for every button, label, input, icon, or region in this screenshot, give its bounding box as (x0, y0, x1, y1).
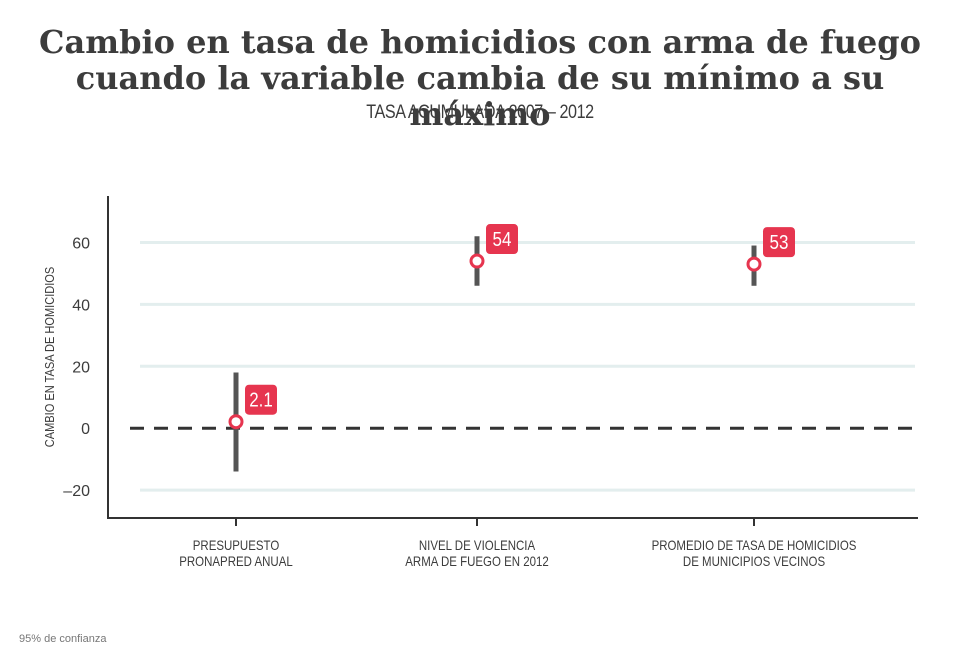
y-axis-ticks: 60 40 20 0 –20 (63, 235, 90, 500)
data-point-marker (228, 414, 244, 430)
data-point-group: 2.1 (228, 372, 277, 472)
x-category-label: DE MUNICIPIOS VECINOS (683, 553, 825, 569)
data-point-group: 54 (469, 224, 518, 286)
data-points: 2.1 54 53 (228, 224, 795, 472)
data-point-marker (746, 256, 762, 272)
x-category-label: PRONAPRED ANUAL (179, 553, 293, 569)
x-category-label: NIVEL DE VIOLENCIA (419, 537, 536, 553)
chart-subtitle: TASA ACUMULADA 2007 – 2012 (366, 102, 594, 123)
chart-title-line-1: Cambio en tasa de homicidios con arma de… (39, 23, 921, 61)
data-point-group: 53 (746, 227, 795, 286)
footnote: 95% de confianza (19, 633, 107, 645)
value-label: 53 (770, 231, 789, 254)
y-tick-label: 60 (72, 235, 90, 252)
x-category-label: PROMEDIO DE TASA DE HOMICIDIOS (652, 537, 857, 553)
y-tick-label: –20 (63, 483, 90, 500)
value-label: 54 (493, 228, 512, 251)
value-badge (245, 384, 277, 415)
data-point-marker (469, 253, 485, 269)
gridlines (140, 240, 915, 492)
value-label: 2.1 (249, 388, 273, 411)
y-axis-label: CAMBIO EN TASA DE HOMICIDIOS (42, 267, 57, 447)
chart-title-line-2: cuando la variable cambia de su mínimo a… (75, 59, 885, 133)
x-category-label: ARMA DE FUEGO EN 2012 (405, 553, 548, 569)
y-tick-label: 40 (72, 297, 90, 314)
x-category-label: PRESUPUESTO (193, 537, 280, 553)
value-badge (486, 224, 518, 255)
y-tick-label: 0 (81, 421, 90, 438)
value-badge (763, 227, 795, 258)
y-tick-label: 20 (72, 359, 90, 376)
chart-title: Cambio en tasa de homicidios con arma de… (0, 24, 960, 132)
